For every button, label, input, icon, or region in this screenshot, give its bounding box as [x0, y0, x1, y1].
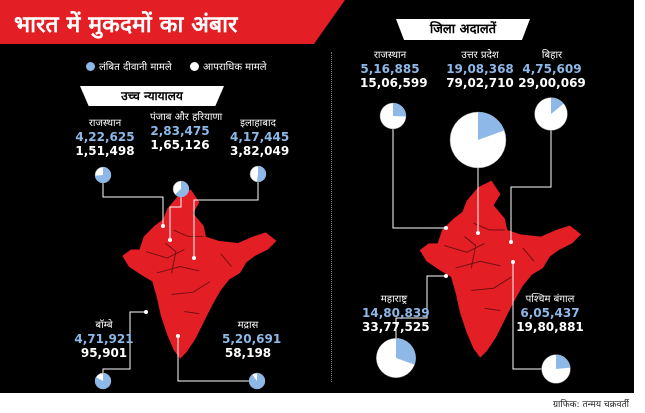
location-marker [161, 224, 165, 228]
connector-line [177, 336, 257, 382]
connector-line [169, 189, 182, 240]
court-name: महाराष्ट्र [380, 294, 408, 305]
high-courts-heading: उच्च न्यायालय [80, 86, 224, 106]
civil-case-count: 2,83,475 [150, 124, 210, 138]
location-marker [511, 260, 515, 264]
high-courts-map [122, 189, 277, 359]
pie-civil-slice [256, 166, 266, 182]
district-courts-heading: जिला अदालतें [396, 19, 530, 40]
location-marker [509, 240, 513, 244]
court-name: मद्रास [237, 320, 259, 331]
pie-civil-slice [556, 354, 571, 369]
civil-case-count: 4,17,445 [230, 130, 290, 144]
criminal-case-count: 1,51,498 [75, 144, 135, 158]
court-label: राजस्थान 5,16,885 15,06,599 [360, 50, 428, 90]
civil-legend-swatch [86, 62, 95, 71]
civil-case-count: 4,22,625 [75, 130, 135, 144]
court-label: महाराष्ट्र 14,80,839 33,77,525 [362, 294, 430, 334]
court-label: पंजाब और हरियाणा 2,83,475 1,65,126 [150, 112, 223, 152]
criminal-legend-swatch [190, 62, 199, 71]
legend-criminal-label: आपराधिक मामले [203, 62, 267, 73]
criminal-case-count: 1,65,126 [150, 138, 210, 152]
pie-civil-slice [396, 338, 416, 365]
section-divider [331, 52, 332, 382]
civil-case-count: 4,71,921 [74, 332, 134, 346]
title-bar [0, 0, 345, 44]
civil-case-count: 4,75,609 [522, 62, 582, 76]
pie-civil-slice [393, 103, 406, 117]
criminal-case-count: 15,06,599 [360, 76, 428, 90]
civil-case-count: 6,05,437 [520, 306, 580, 320]
court-name: बिहार [541, 50, 563, 61]
civil-case-count: 19,08,368 [446, 62, 514, 76]
page-title: भारत में मुकदमों का अंबार [14, 12, 238, 38]
civil-case-count: 14,80,839 [362, 306, 430, 320]
graphic-credit: ग्राफिक: तन्मय चक्रवर्ती [552, 400, 629, 410]
civil-case-count: 5,16,885 [360, 62, 420, 76]
pie-civil-slice [95, 167, 111, 183]
court-label: राजस्थान 4,22,625 1,51,498 [74, 118, 136, 158]
location-marker [476, 231, 480, 235]
court-label: इलाहाबाद 4,17,445 3,82,049 [230, 118, 290, 158]
chart-graphics [94, 97, 582, 390]
court-name: पश्चिम बंगाल [525, 294, 575, 305]
location-marker [176, 334, 180, 338]
legend-criminal: आपराधिक मामले [190, 59, 267, 73]
criminal-case-count: 33,77,525 [362, 320, 430, 334]
criminal-case-count: 79,02,710 [446, 76, 514, 90]
criminal-case-count: 29,00,069 [518, 76, 586, 90]
connector-line [510, 114, 552, 242]
district-courts-map-state-borders [444, 222, 535, 312]
court-name: बॉम्बे [95, 320, 113, 331]
pie-civil-slice [551, 97, 564, 114]
criminal-case-count: 19,80,881 [516, 320, 584, 334]
connector-line [193, 174, 259, 258]
connector-line [395, 275, 446, 358]
district-courts-map [419, 180, 582, 358]
criminal-case-count: 58,198 [224, 346, 272, 360]
court-name: उत्तर प्रदेश [461, 50, 499, 61]
court-label: मद्रास 5,20,691 58,198 [222, 320, 282, 360]
criminal-case-count: 95,901 [80, 346, 128, 360]
pie-civil-slice [175, 181, 189, 197]
pie-civil-slice [478, 112, 505, 140]
high-courts-map-state-borders [145, 229, 232, 315]
legend-civil: लंबित दीवानी मामले [86, 59, 172, 73]
infographic-panel: भारत में मुकदमों का अंबार लंबित दीवानी म… [0, 0, 634, 393]
pie-civil-slice [249, 373, 265, 389]
court-label: बॉम्बे 4,71,921 95,901 [74, 320, 134, 360]
connector-line [392, 116, 446, 229]
location-marker [444, 226, 448, 230]
court-label: पश्चिम बंगाल 6,05,437 19,80,881 [512, 294, 588, 334]
court-name: राजस्थान [373, 50, 407, 61]
court-name: पंजाब और हरियाणा [150, 112, 223, 123]
legend-civil-label: लंबित दीवानी मामले [99, 62, 172, 73]
connector-line [102, 175, 164, 226]
location-marker [168, 238, 172, 242]
court-name: इलाहाबाद [240, 118, 276, 129]
pie-civil-slice [95, 373, 112, 389]
civil-case-count: 5,20,691 [222, 332, 282, 346]
criminal-case-count: 3,82,049 [230, 144, 290, 158]
court-name: राजस्थान [88, 118, 122, 129]
court-label: बिहार 4,75,609 29,00,069 [514, 50, 590, 90]
location-marker [144, 310, 148, 314]
court-label: उत्तर प्रदेश 19,08,368 79,02,710 [440, 50, 520, 90]
location-marker [192, 256, 196, 260]
location-marker [444, 274, 448, 278]
